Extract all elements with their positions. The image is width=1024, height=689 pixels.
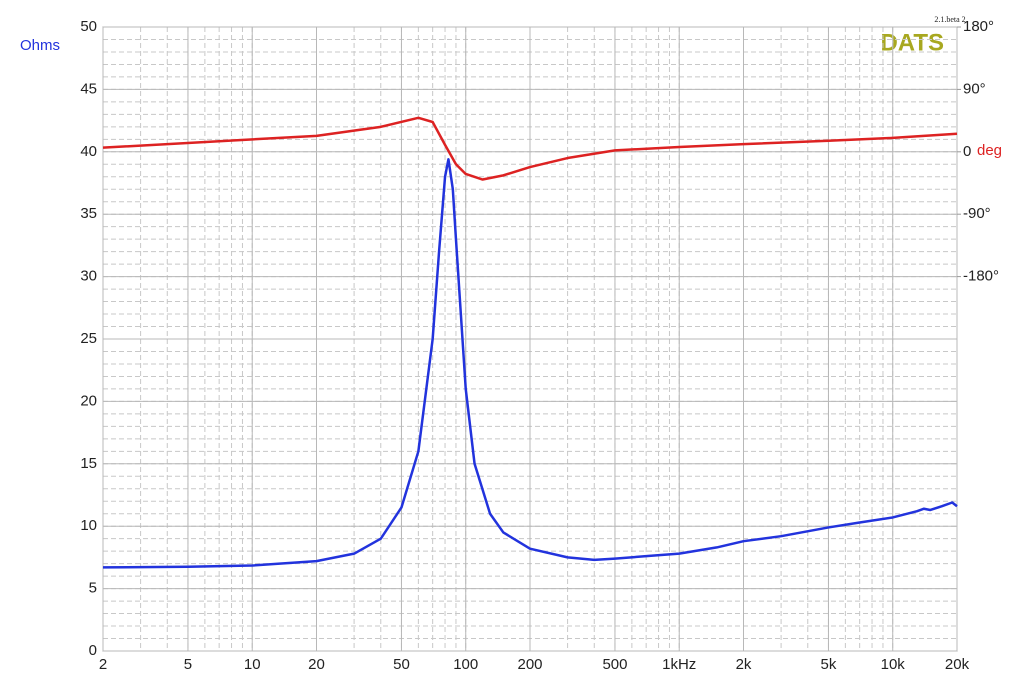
x-tick-label: 500 bbox=[602, 656, 627, 673]
data-line bbox=[102, 116, 958, 181]
x-tick-label: 50 bbox=[393, 656, 410, 673]
y-tick-label: 15 bbox=[80, 455, 97, 472]
data-line bbox=[102, 158, 958, 569]
y-tick-label: 35 bbox=[80, 205, 97, 222]
x-tick-label: 200 bbox=[517, 656, 542, 673]
x-tick-label: 5k bbox=[821, 656, 837, 673]
y2-tick-label: 180° bbox=[963, 18, 994, 35]
y2-tick-label: -180° bbox=[963, 268, 999, 285]
x-tick-label: 10k bbox=[881, 656, 906, 673]
x-tick-label: 100 bbox=[453, 656, 478, 673]
y-tick-label: 40 bbox=[80, 143, 97, 160]
y-tick-label: 45 bbox=[80, 80, 97, 97]
x-tick-label: 5 bbox=[184, 656, 192, 673]
x-tick-label: 2 bbox=[99, 656, 107, 673]
y-tick-label: 25 bbox=[80, 330, 97, 347]
y-tick-label: 50 bbox=[80, 18, 97, 35]
x-tick-label: 20 bbox=[308, 656, 325, 673]
x-tick-label: 1kHz bbox=[662, 656, 696, 673]
y-tick-label: 0 bbox=[89, 642, 97, 659]
x-tick-label: 10 bbox=[244, 656, 261, 673]
subtitle: 2.1.beta 2 bbox=[934, 15, 965, 24]
y-tick-label: 5 bbox=[89, 580, 97, 597]
x-tick-label: 2k bbox=[736, 656, 752, 673]
y-axis-label: Ohms bbox=[20, 37, 60, 54]
y2-tick-label: 90° bbox=[963, 80, 986, 97]
y-tick-label: 30 bbox=[80, 268, 97, 285]
x-tick-label: 20k bbox=[945, 656, 970, 673]
y-tick-label: 20 bbox=[80, 392, 97, 409]
y-tick-label: 10 bbox=[80, 517, 97, 534]
y2-axis-label: deg bbox=[977, 142, 1002, 159]
y2-tick-label: 0 bbox=[963, 143, 971, 160]
y2-tick-label: -90° bbox=[963, 205, 991, 222]
